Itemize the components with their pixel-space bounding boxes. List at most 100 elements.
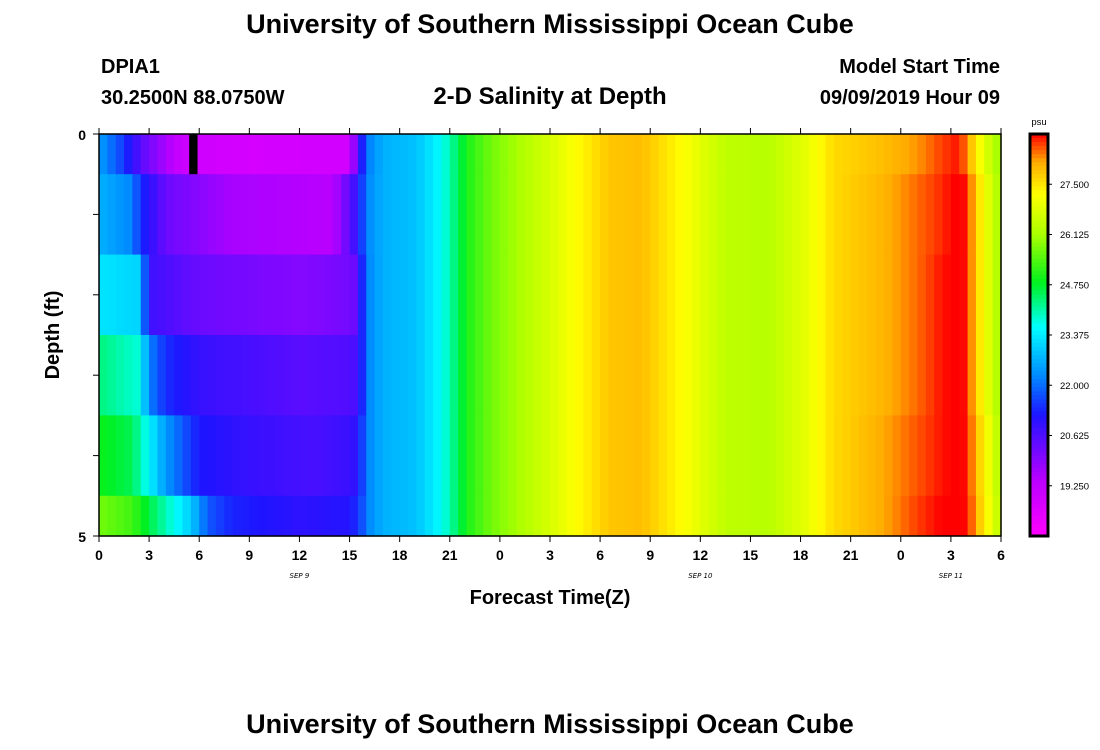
heatmap-cell [733,335,743,416]
colorbar-cell [1030,471,1048,477]
colorbar-cell [1030,487,1048,493]
heatmap-cell [107,415,117,497]
heatmap-cell [934,335,944,416]
heatmap-cell [266,174,275,256]
colorbar-cell [1030,278,1048,284]
x-tick-label: 12 [693,547,709,563]
heatmap-cell [240,335,250,416]
heatmap-cell [583,415,593,497]
x-date-label: SEP 11 [939,572,963,580]
heatmap-cell [474,415,484,497]
heatmap-cell [215,415,225,497]
station-id: DPIA1 [101,56,160,78]
heatmap-cell [792,134,802,175]
heatmap-cell [959,335,969,416]
heatmap-cell [675,254,685,336]
heatmap-cell [625,174,635,256]
heatmap-cell [182,254,192,336]
heatmap-cell [650,174,660,256]
heatmap-cell [575,495,585,537]
heatmap-cell [608,495,618,537]
colorbar-cell [1030,158,1048,163]
colorbar-cell [1030,411,1048,416]
colorbar-cell [1030,515,1048,521]
heatmap-cell [249,335,259,416]
heatmap-cell [341,415,351,497]
colorbar-cell [1030,339,1048,344]
heatmap-cell [675,415,685,497]
heatmap-cell [633,495,643,537]
heatmap-cell [867,254,877,336]
heatmap-cell [859,495,868,537]
heatmap-cell [441,495,451,537]
colorbar-cell [1030,383,1048,388]
heatmap-cell [357,174,367,256]
heatmap-cell [483,254,493,336]
heatmap-cell [424,415,434,497]
heatmap-cell [149,254,159,336]
heatmap-cell [942,134,952,175]
heatmap-cell [508,415,518,497]
heatmap-cell [967,254,977,336]
heatmap-cell [683,415,693,497]
heatmap-cell [641,495,651,537]
colorbar-cell [1030,347,1048,352]
heatmap-cell [541,174,551,256]
colorbar-cell [1030,371,1048,376]
heatmap-cell [783,174,793,256]
heatmap-cell [474,134,484,175]
heatmap-cell [750,134,760,175]
heatmap-cell [416,335,426,416]
heatmap-cell [541,495,551,537]
heatmap-cell [825,335,835,416]
heatmap-cell [441,335,451,416]
heatmap-cell [641,254,651,336]
heatmap-cell [892,335,902,416]
heatmap-cell [190,495,200,537]
heatmap-cell [374,174,384,256]
heatmap-cell [708,254,718,336]
heatmap-cell [842,415,852,497]
x-tick-label: 6 [195,547,203,563]
heatmap-cell [516,335,526,416]
heatmap-cell [174,495,184,537]
colorbar-cell [1030,503,1048,509]
heatmap-cell [909,134,919,175]
heatmap-cell [750,415,760,497]
heatmap-cell [842,495,852,537]
heatmap-cell [792,174,802,256]
heatmap-cell [149,174,159,256]
heatmap-cell [541,415,551,497]
colorbar-cell [1030,234,1048,240]
heatmap-cell [491,495,501,537]
heatmap-cell [608,254,618,336]
heatmap-cell [124,495,134,537]
heatmap-cell [733,134,743,175]
colorbar-cell [1030,407,1048,412]
x-tick-label: 9 [245,547,253,563]
heatmap-cell [975,134,985,175]
heatmap-cell [433,335,443,416]
colorbar-cell [1030,467,1048,473]
heatmap-cell [332,335,342,416]
heatmap-cell [474,174,484,256]
heatmap-cell [240,134,250,175]
heatmap-cell [633,174,643,256]
heatmap-cell [374,134,384,175]
heatmap-cell [917,335,927,416]
heatmap-cell [157,335,167,416]
heatmap-cell [700,174,710,256]
heatmap-cell [299,495,309,537]
heatmap-cell [917,174,927,256]
heatmap-cell [783,254,793,336]
colorbar-cell [1030,186,1048,191]
heatmap-cell [299,174,309,256]
heatmap-cell [884,335,894,416]
heatmap-cell [717,174,726,256]
colorbar-cell [1030,246,1048,252]
heatmap-cell [934,134,944,175]
colorbar-cell [1030,427,1048,433]
heatmap-cell [382,174,392,256]
heatmap-cell [182,335,192,416]
heatmap-cell [867,335,877,416]
